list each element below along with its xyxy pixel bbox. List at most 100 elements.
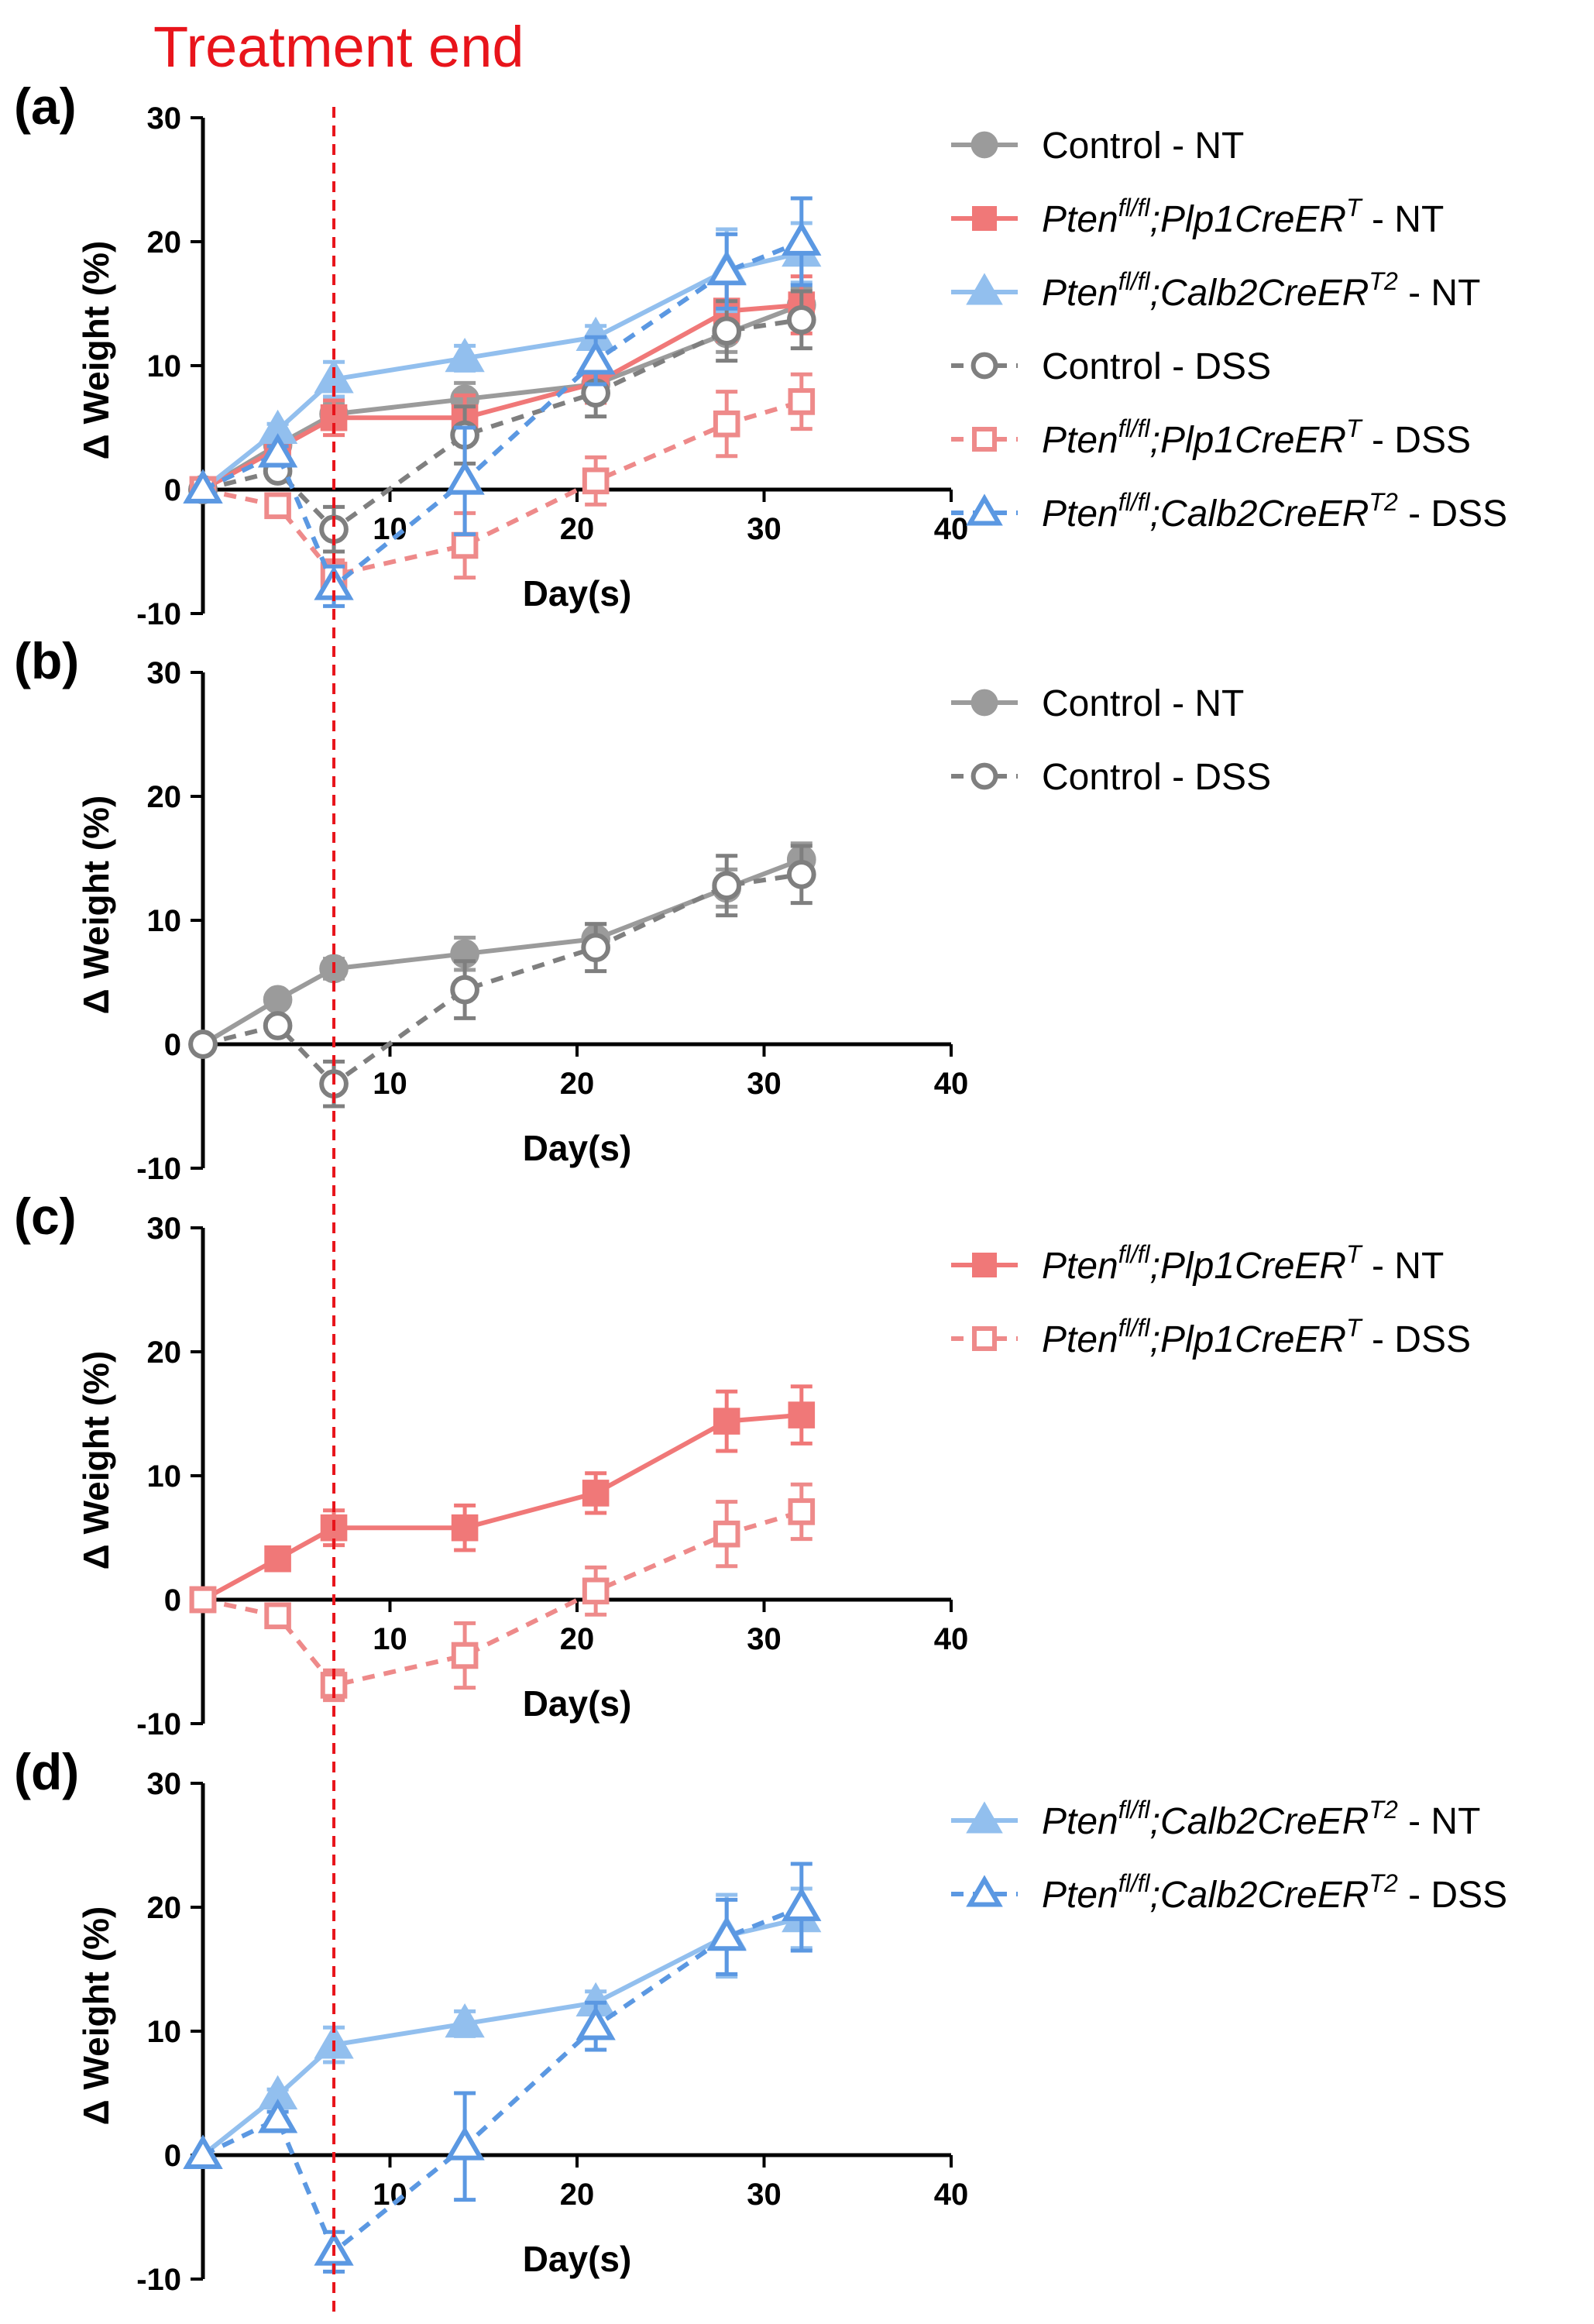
series-calb_dss: [183, 196, 822, 608]
y-tick-label: 20: [147, 1336, 182, 1370]
y-tick-label: 10: [147, 2015, 182, 2049]
y-axis-title: Δ Weight (%): [76, 796, 116, 1015]
y-tick-label: 30: [147, 1212, 182, 1246]
legend-label: Ptenfl/fl;Calb2CreERT2 - DSS: [1042, 1869, 1507, 1916]
data-point: [445, 337, 485, 373]
legend-entry-ctrl_nt: Control - NT: [951, 683, 1244, 724]
data-point: [445, 2126, 485, 2161]
legend-label: Ptenfl/fl;Plp1CreERT - NT: [1042, 1240, 1444, 1287]
legend-label: Control - DSS: [1042, 346, 1271, 387]
legend-marker: [970, 689, 998, 717]
y-tick-label: -10: [136, 1707, 181, 1741]
legend-label: Ptenfl/fl;Calb2CreERT2 - NT: [1042, 1796, 1480, 1842]
legend-entry-plp_dss: Ptenfl/fl;Plp1CreERT - DSS: [951, 1314, 1471, 1360]
data-point: [183, 469, 223, 504]
panel-c: (c) -10 0 10 20 30 10 20 30 40 Day(s) Δ Weight (%) P…: [14, 1188, 1471, 1741]
data-point: [264, 1545, 291, 1573]
data-point: [782, 1886, 822, 1921]
data-point: [183, 2134, 223, 2169]
y-axis-title: Δ Weight (%): [76, 241, 116, 460]
legend-marker: [966, 273, 1003, 305]
legend-entry-calb_dss: Ptenfl/fl;Calb2CreERT2 - DSS: [951, 488, 1507, 535]
legend-marker: [972, 1253, 997, 1277]
data-point: [445, 2003, 485, 2038]
series-ctrl_dss: [188, 844, 816, 1109]
data-point: [786, 859, 816, 889]
y-tick-label: -10: [136, 1152, 181, 1186]
legend-entry-plp_dss: Ptenfl/fl;Plp1CreERT - DSS: [951, 414, 1471, 461]
x-tick-label: 10: [373, 1622, 407, 1656]
legend-label: Ptenfl/fl;Plp1CreERT - DSS: [1042, 414, 1471, 461]
data-point: [706, 250, 747, 286]
data-point: [786, 304, 816, 335]
y-axis-title: Δ Weight (%): [76, 1906, 116, 2126]
legend-entry-calb_nt: Ptenfl/fl;Calb2CreERT2 - NT: [951, 267, 1480, 314]
legend-entry-calb_nt: Ptenfl/fl;Calb2CreERT2 - NT: [951, 1796, 1480, 1842]
x-tick-label: 20: [560, 512, 595, 546]
treatment-end-label: Treatment end: [153, 15, 524, 79]
y-tick-label: 10: [147, 349, 182, 383]
data-point: [713, 1408, 740, 1435]
data-point: [782, 221, 822, 256]
legend-marker: [970, 352, 998, 380]
legend-marker: [972, 206, 997, 231]
data-point: [581, 933, 610, 963]
x-axis-title: Day(s): [523, 573, 632, 614]
legend-marker: [972, 427, 997, 452]
series-line: [201, 1916, 802, 2157]
x-tick-label: 40: [934, 2178, 969, 2212]
data-point: [788, 388, 816, 415]
y-tick-label: 20: [147, 225, 182, 260]
y-axis-title: Δ Weight (%): [76, 1351, 116, 1570]
data-point: [257, 433, 298, 468]
series-line: [201, 250, 802, 492]
panel-b-label: (b): [14, 632, 79, 689]
data-point: [264, 1602, 291, 1630]
y-tick-label: -10: [136, 597, 181, 631]
legend-label: Ptenfl/fl;Calb2CreERT2 - NT: [1042, 267, 1480, 314]
y-tick-label: 0: [164, 1583, 181, 1618]
x-tick-label: 20: [560, 1622, 595, 1656]
data-point: [712, 316, 742, 346]
x-axis-title: Day(s): [523, 2239, 632, 2279]
x-tick-label: 40: [934, 1067, 969, 1101]
y-tick-label: 30: [147, 656, 182, 690]
y-tick-label: 0: [164, 473, 181, 507]
legend-label: Ptenfl/fl;Calb2CreERT2 - DSS: [1042, 488, 1507, 535]
legend-entry-calb_dss: Ptenfl/fl;Calb2CreERT2 - DSS: [951, 1869, 1507, 1916]
data-point: [575, 340, 616, 375]
legend-label: Control - NT: [1042, 125, 1244, 167]
data-point: [264, 492, 291, 520]
data-point: [257, 2099, 298, 2133]
data-point: [712, 871, 742, 901]
y-tick-label: -10: [136, 2263, 181, 2297]
y-tick-label: 30: [147, 1767, 182, 1801]
data-point: [713, 410, 740, 438]
legend-marker: [970, 762, 998, 790]
legend-entry-ctrl_nt: Control - NT: [951, 125, 1244, 167]
x-tick-label: 30: [747, 2178, 782, 2212]
data-point: [706, 1916, 747, 1951]
y-tick-label: 0: [164, 2139, 181, 2173]
x-axis-title: Day(s): [523, 1128, 632, 1168]
x-tick-label: 20: [560, 2178, 595, 2212]
x-tick-label: 30: [747, 1067, 782, 1101]
series-line: [202, 871, 802, 1088]
legend-marker: [970, 131, 998, 159]
data-point: [582, 1577, 610, 1605]
series-plp_nt: [189, 1384, 816, 1614]
legend-entry-ctrl_dss: Control - DSS: [951, 346, 1271, 387]
legend-label: Ptenfl/fl;Plp1CreERT - NT: [1042, 194, 1444, 240]
panel-a-label: (a): [14, 77, 77, 135]
data-point: [189, 1586, 217, 1614]
series-calb_dss: [183, 1862, 822, 2274]
data-point: [188, 1030, 218, 1059]
legend-entry-plp_nt: Ptenfl/fl;Plp1CreERT - NT: [951, 194, 1444, 240]
legend-marker: [966, 1875, 1003, 1907]
data-point: [451, 1642, 479, 1669]
data-point: [788, 1401, 816, 1428]
data-point: [451, 1514, 479, 1542]
legend-marker: [966, 493, 1003, 526]
x-axis-title: Day(s): [523, 1683, 632, 1724]
